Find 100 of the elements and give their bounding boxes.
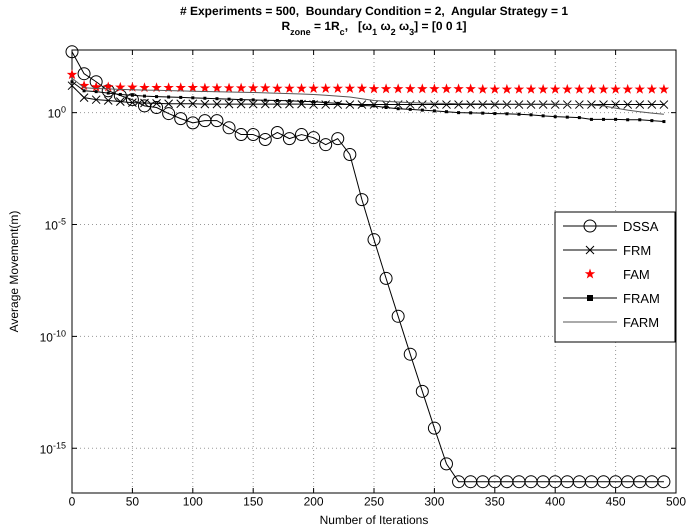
point xyxy=(441,83,452,94)
point xyxy=(524,475,538,488)
legend-label: DSSA xyxy=(623,219,659,234)
point xyxy=(526,100,536,110)
point xyxy=(104,96,113,105)
point xyxy=(150,100,164,114)
point xyxy=(658,84,670,94)
point xyxy=(404,348,417,361)
point xyxy=(188,82,198,92)
point xyxy=(526,84,536,94)
point xyxy=(224,100,234,109)
point xyxy=(598,84,609,94)
point xyxy=(142,94,146,98)
point xyxy=(633,475,646,488)
point xyxy=(562,100,572,110)
point xyxy=(92,95,101,104)
point xyxy=(272,83,283,93)
point xyxy=(406,100,415,110)
point xyxy=(476,475,490,488)
point xyxy=(345,100,354,110)
y-tick-label: 10$^{-15}$ xyxy=(40,440,66,456)
x-tick-label: 250 xyxy=(364,494,384,509)
point xyxy=(186,116,200,130)
point xyxy=(536,475,550,488)
point xyxy=(590,118,593,121)
point xyxy=(82,89,86,92)
point xyxy=(236,100,246,109)
point xyxy=(260,82,271,93)
point xyxy=(252,98,255,102)
point xyxy=(453,83,464,94)
point xyxy=(554,115,557,118)
point xyxy=(659,100,668,110)
point xyxy=(164,99,174,108)
point xyxy=(602,118,606,121)
point xyxy=(307,131,320,144)
point xyxy=(500,475,514,488)
point xyxy=(490,100,500,110)
point xyxy=(270,126,284,139)
point xyxy=(635,100,644,110)
point xyxy=(248,82,258,93)
point xyxy=(203,96,206,100)
x-tick-label: 500 xyxy=(666,494,686,509)
point xyxy=(574,84,585,94)
point xyxy=(215,97,218,100)
point xyxy=(420,108,424,112)
point xyxy=(454,100,464,110)
point xyxy=(106,92,110,95)
point xyxy=(155,95,158,98)
point xyxy=(578,116,581,120)
point xyxy=(647,100,656,110)
point xyxy=(514,100,524,110)
point xyxy=(296,83,307,93)
point xyxy=(417,83,428,94)
point xyxy=(210,114,224,128)
point xyxy=(240,98,243,102)
point xyxy=(66,69,78,80)
point xyxy=(634,84,645,94)
point xyxy=(272,100,282,109)
point xyxy=(260,100,270,109)
point xyxy=(224,82,234,93)
point xyxy=(478,100,488,110)
point xyxy=(228,98,231,101)
point xyxy=(356,83,368,93)
point xyxy=(357,100,366,110)
point xyxy=(368,233,380,246)
y-axis-title: Average Movement(m) xyxy=(7,210,21,332)
point xyxy=(502,100,512,110)
point xyxy=(382,100,391,110)
point xyxy=(481,112,484,115)
point xyxy=(392,83,404,94)
point xyxy=(530,113,533,116)
point xyxy=(416,384,429,398)
point xyxy=(452,475,466,488)
point xyxy=(114,89,127,102)
point xyxy=(442,100,451,110)
point xyxy=(321,100,330,110)
legend-label: FAM xyxy=(623,267,650,282)
point xyxy=(560,475,574,488)
point xyxy=(418,100,427,110)
point xyxy=(368,83,380,94)
point xyxy=(198,114,212,128)
point xyxy=(222,121,236,134)
point xyxy=(188,99,198,108)
point xyxy=(284,83,295,93)
point xyxy=(626,118,630,122)
point xyxy=(284,100,294,109)
point xyxy=(94,90,98,94)
point xyxy=(597,475,610,488)
x-tick-label: 100 xyxy=(182,494,204,509)
point xyxy=(396,107,400,110)
point xyxy=(116,97,125,106)
point xyxy=(392,310,405,323)
y-tick-label: 10$^{-10}$ xyxy=(40,328,66,344)
point xyxy=(493,112,496,116)
point xyxy=(80,93,89,102)
point xyxy=(167,96,170,99)
point xyxy=(370,100,378,110)
point xyxy=(162,107,176,120)
point xyxy=(621,475,634,488)
point xyxy=(566,116,569,119)
